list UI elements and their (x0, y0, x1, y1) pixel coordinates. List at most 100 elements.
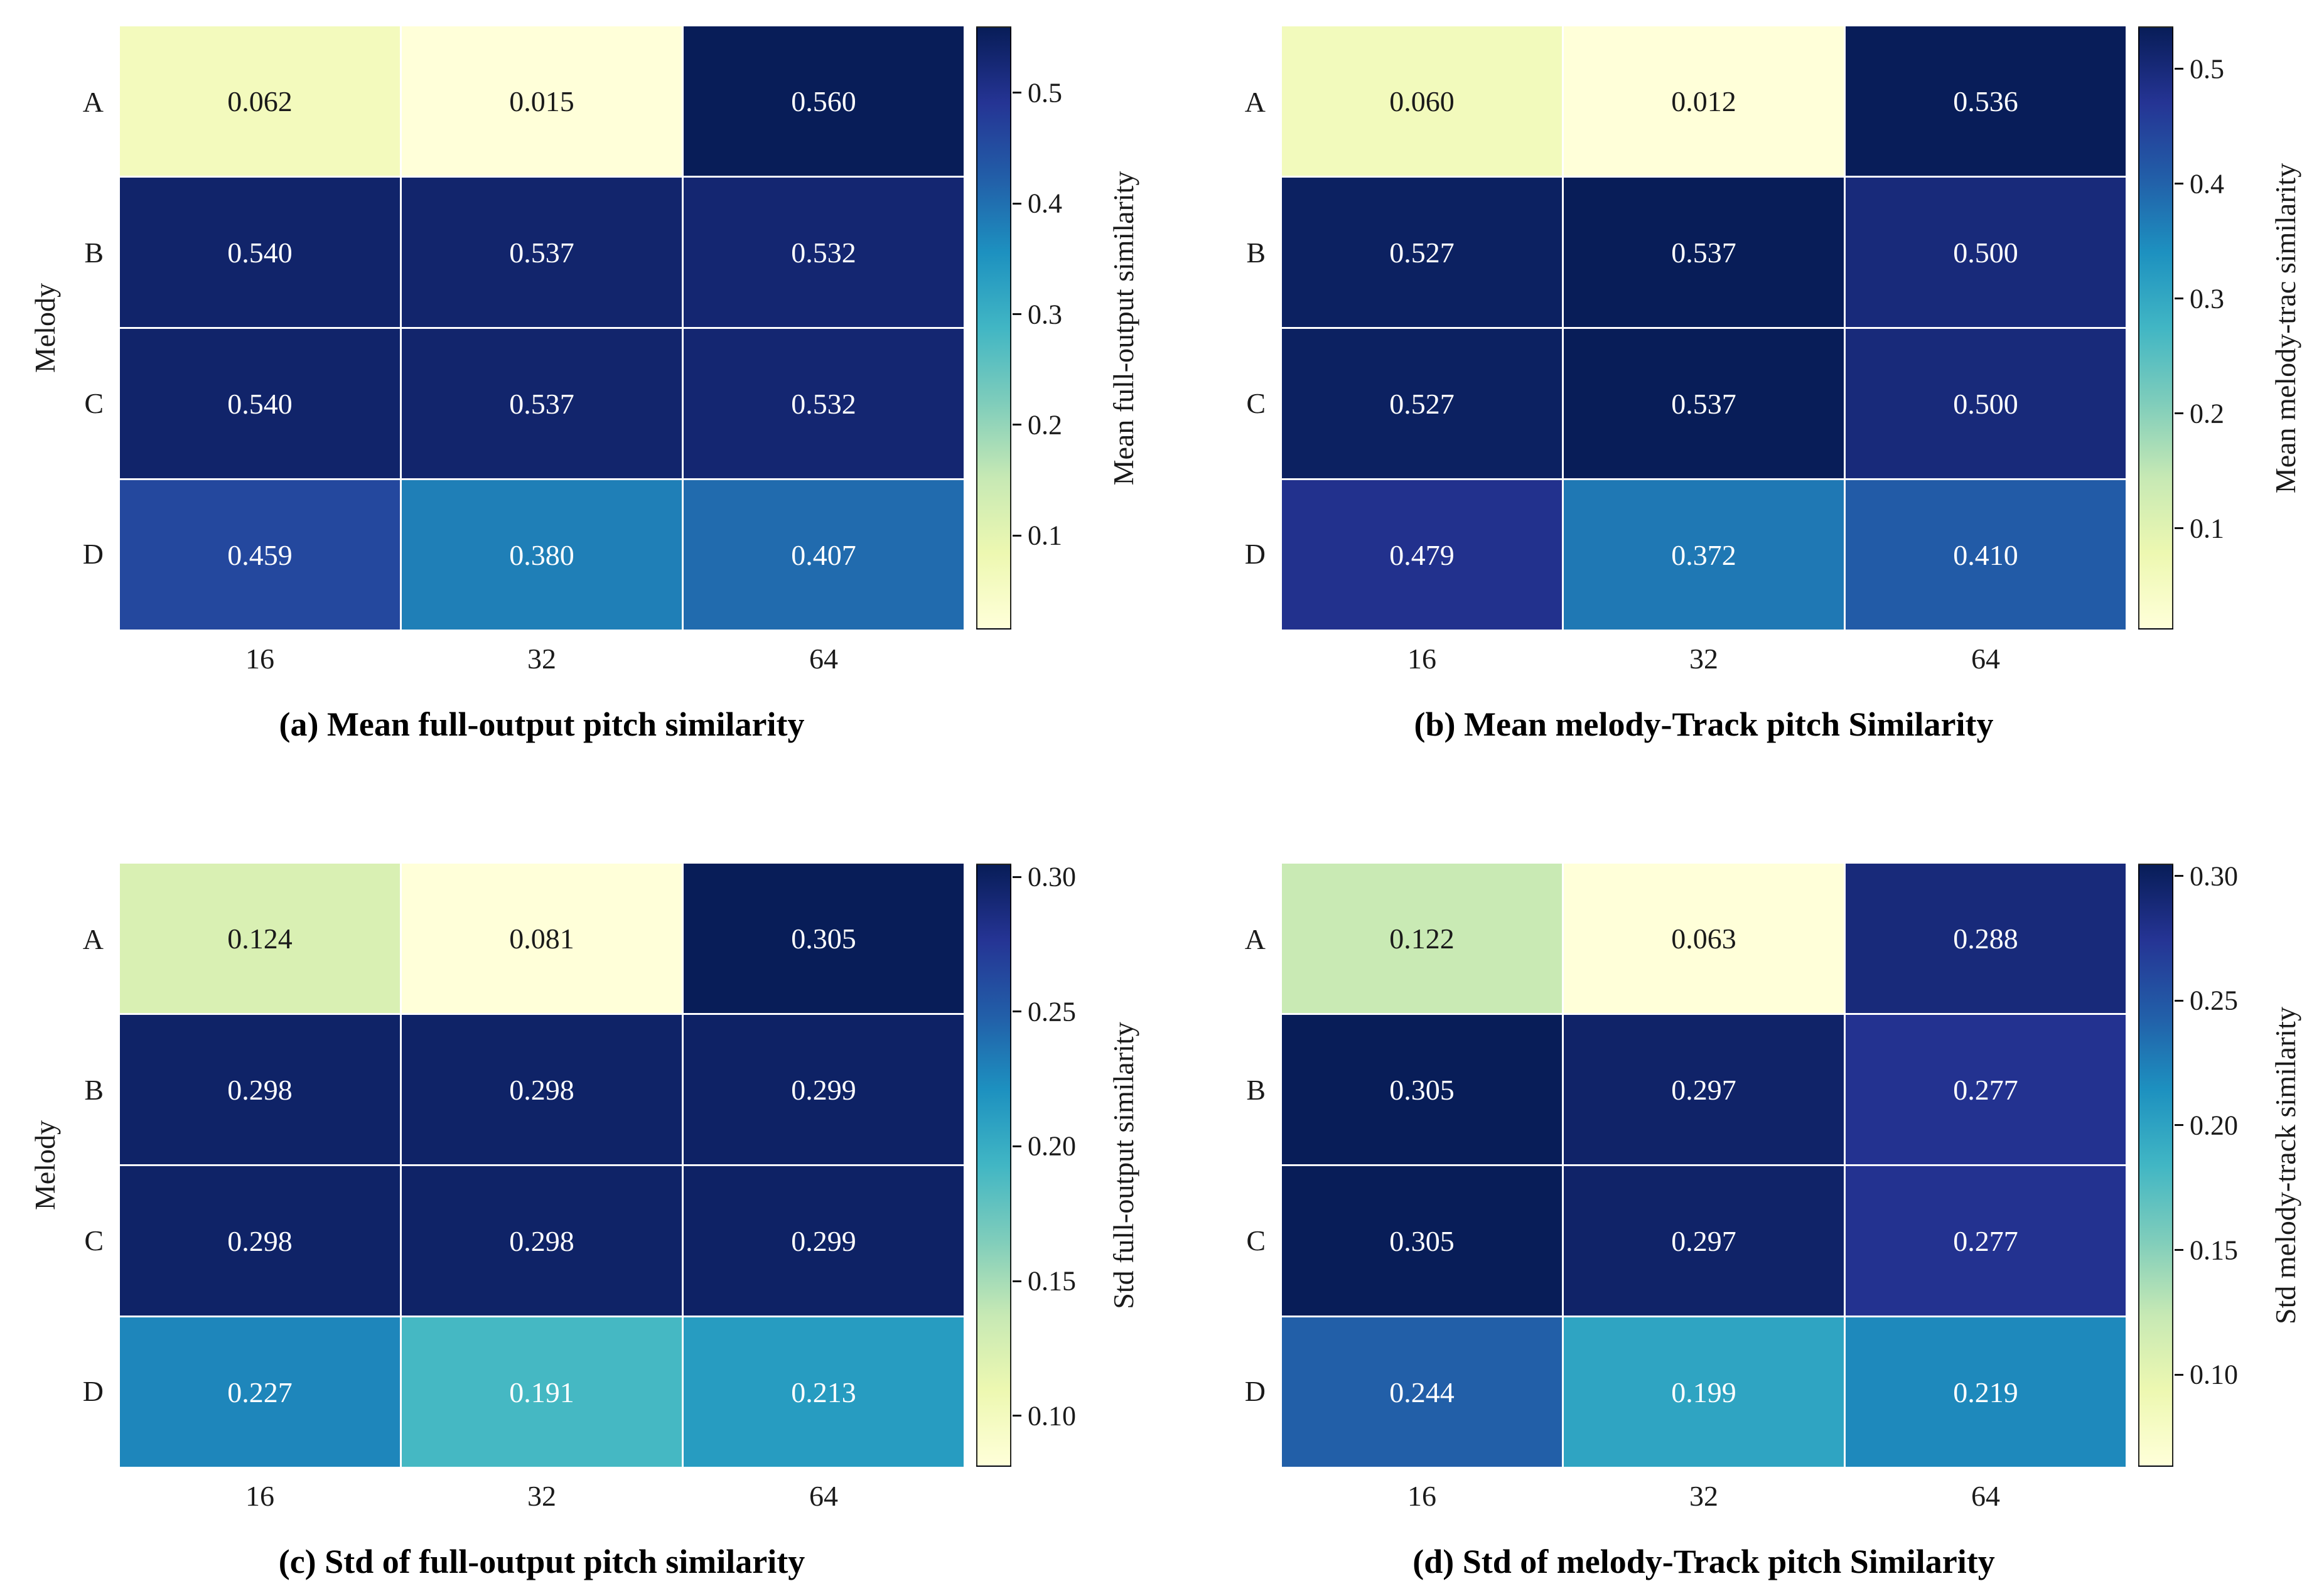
heatmap-cell: 0.244 (1282, 1317, 1562, 1467)
x-tick-label: 64 (809, 643, 838, 675)
x-tick-label: 16 (1407, 643, 1436, 675)
y-axis-title: Melody (28, 282, 61, 373)
heatmap-cell: 0.500 (1846, 329, 2126, 478)
x-tick-label: 32 (1689, 643, 1718, 675)
x-tick-label: 32 (527, 643, 556, 675)
heatmap-cell: 0.277 (1846, 1166, 2126, 1316)
heatmap-cell: 0.227 (120, 1317, 400, 1467)
heatmap-cell: 0.537 (402, 178, 682, 327)
colorbar-tick-mark (2175, 68, 2183, 70)
heatmap-cell: 0.124 (120, 864, 400, 1013)
y-axis-title: Melody (28, 1120, 61, 1211)
y-tick-label: A (1244, 923, 1266, 955)
y-tick-label: C (84, 1225, 104, 1257)
heatmap-cell: 0.297 (1564, 1015, 1844, 1164)
colorbar-ticks: 0.1 0.2 0.3 0.4 0.5 (1013, 26, 1113, 630)
heatmap-cell: 0.527 (1282, 329, 1562, 478)
y-tick-label: B (1246, 236, 1266, 269)
y-tick-labels: A B C D (67, 864, 120, 1467)
y-axis-title-container: Melody (23, 864, 67, 1467)
y-axis-title-container (1185, 26, 1229, 630)
heatmap-cell: 0.537 (402, 329, 682, 478)
heatmap-cell: 0.191 (402, 1317, 682, 1467)
colorbar-title: Std melody-track similarity (2269, 1006, 2301, 1324)
heatmap-cell: 0.288 (1846, 864, 2126, 1013)
colorbar-ticks: 0.10 0.15 0.20 0.25 0.30 (2175, 860, 2275, 1467)
heatmap-cell: 0.536 (1846, 26, 2126, 176)
colorbar-tick-mark (2175, 527, 2183, 530)
x-tick-label: 64 (1971, 643, 2000, 675)
heatmap-cell: 0.407 (684, 480, 964, 630)
y-tick-label: B (84, 1073, 104, 1106)
heatmap-cell: 0.305 (684, 864, 964, 1013)
heatmap-cell: 0.277 (1846, 1015, 2126, 1164)
colorbar-tick-label: 0.10 (1028, 1400, 1076, 1432)
heatmap-cell: 0.298 (402, 1015, 682, 1164)
heatmap-cell: 0.500 (1846, 178, 2126, 327)
heatmap-grid: 0.062 0.015 0.560 0.540 0.537 0.532 0.540 0.537… (120, 26, 964, 630)
colorbar-tick-mark (2175, 875, 2183, 877)
x-tick-label: 64 (809, 1480, 838, 1512)
colorbar-gradient (2138, 26, 2173, 630)
colorbar-tick-label: 0.5 (2190, 53, 2224, 85)
colorbar-tick-mark (1013, 1145, 1021, 1147)
x-tick-labels: 16 32 64 (1282, 1467, 2126, 1517)
colorbar-tick-mark (2175, 297, 2183, 300)
y-tick-label: C (1246, 1225, 1266, 1257)
colorbar-tick-label: 0.4 (1028, 188, 1062, 219)
colorbar-tick-mark (1013, 313, 1021, 315)
colorbar: 0.10 0.15 0.20 0.25 0.30 Std melody-track si… (2138, 860, 2301, 1467)
y-axis-title-container: Melody (23, 26, 67, 630)
x-tick-label: 32 (527, 1480, 556, 1512)
colorbar-tick-label: 0.20 (1028, 1130, 1076, 1162)
caption: (c) Std of full-output pitch similarity (278, 1543, 805, 1580)
caption: (d) Std of melody-Track pitch Similarity (1412, 1543, 1995, 1580)
colorbar-tick-label: 0.1 (1028, 520, 1062, 551)
heatmap-cell: 0.015 (402, 26, 682, 176)
heatmap-cell: 0.122 (1282, 864, 1562, 1013)
heatmap-cell: 0.540 (120, 178, 400, 327)
heatmap-cell: 0.410 (1846, 480, 2126, 630)
heatmap-cell: 0.537 (1564, 329, 1844, 478)
colorbar: 0.1 0.2 0.3 0.4 0.5 Mean full-output similar… (976, 26, 1139, 630)
heatmap-cell: 0.560 (684, 26, 964, 176)
heatmap-cell: 0.527 (1282, 178, 1562, 327)
colorbar-tick-mark (2175, 1124, 2183, 1127)
y-tick-label: D (1244, 1375, 1266, 1408)
colorbar-tick-label: 0.2 (2190, 398, 2224, 429)
y-tick-labels: A B C D (67, 26, 120, 630)
colorbar-tick-mark (1013, 202, 1021, 205)
colorbar: 0.1 0.2 0.3 0.4 0.5 Mean melody-trac similar… (2138, 26, 2301, 630)
colorbar-gradient (2138, 864, 2173, 1467)
y-tick-label: D (1244, 538, 1266, 571)
colorbar-tick-label: 0.2 (1028, 409, 1062, 441)
x-tick-label: 32 (1689, 1480, 1718, 1512)
heatmap-cell: 0.380 (402, 480, 682, 630)
colorbar-tick-label: 0.3 (2190, 283, 2224, 314)
colorbar-tick-label: 0.4 (2190, 168, 2224, 200)
heatmap-cell: 0.297 (1564, 1166, 1844, 1316)
y-tick-label: B (1246, 1073, 1266, 1106)
y-tick-label: C (1246, 387, 1266, 420)
x-tick-label: 16 (245, 1480, 274, 1512)
colorbar-tick-label: 0.15 (1028, 1265, 1076, 1297)
colorbar-tick-label: 0.3 (1028, 299, 1062, 330)
x-tick-labels: 16 32 64 (1282, 630, 2126, 680)
y-tick-label: C (84, 387, 104, 420)
x-tick-label: 64 (1971, 1480, 2000, 1512)
colorbar-ticks: 0.1 0.2 0.3 0.4 0.5 (2175, 26, 2275, 630)
x-tick-labels: 16 32 64 (120, 630, 964, 680)
colorbar-tick-mark (1013, 1415, 1021, 1417)
colorbar-tick-label: 0.5 (1028, 77, 1062, 109)
heatmap-cell: 0.305 (1282, 1015, 1562, 1164)
colorbar-tick-mark (2175, 1249, 2183, 1251)
heatmap-cell: 0.532 (684, 329, 964, 478)
heatmap-cell: 0.372 (1564, 480, 1844, 630)
y-tick-labels: A B C D (1229, 864, 1282, 1467)
colorbar-tick-mark (1013, 1280, 1021, 1282)
y-tick-label: A (82, 923, 104, 955)
heatmap-cell: 0.299 (684, 1015, 964, 1164)
colorbar-tick-label: 0.15 (2190, 1235, 2238, 1266)
